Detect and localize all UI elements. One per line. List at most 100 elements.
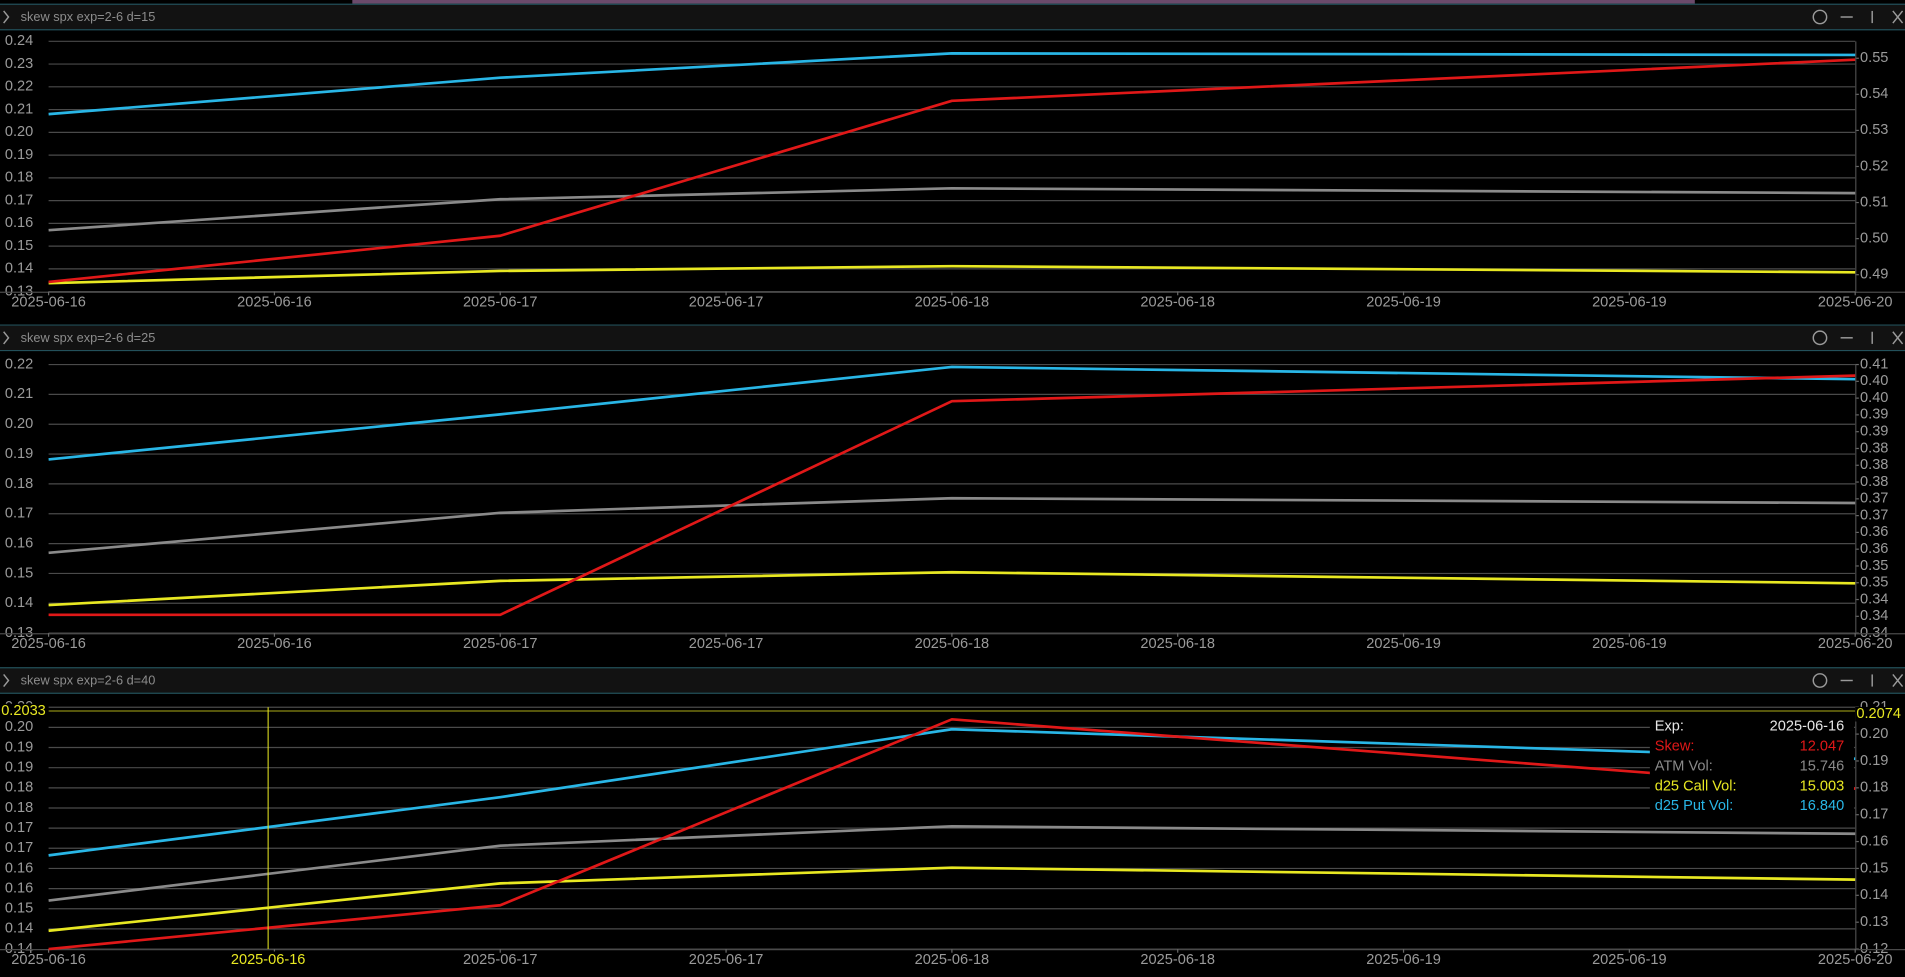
series-line	[48, 264, 1856, 285]
x-tick-label: 2025-06-20	[1818, 636, 1893, 652]
settings-icon[interactable]	[1812, 9, 1828, 25]
y-tick-label: 0.16	[5, 215, 33, 231]
y-tick-label: 0.14	[5, 941, 33, 957]
x-tick-label: 2025-06-18	[915, 636, 990, 652]
panel-header	[0, 4, 1905, 30]
x-tick-label: 2025-06-18	[915, 294, 990, 310]
y2-tick-label: 0.13	[1860, 914, 1888, 930]
series-line	[48, 186, 1856, 232]
series-line	[48, 727, 1856, 857]
y2-tick-label: 0.36	[1860, 524, 1888, 540]
tooltip-label: Skew:	[1655, 738, 1695, 754]
series-line	[48, 52, 1856, 116]
y2-tick-label: 0.38	[1860, 440, 1888, 456]
tooltip-value: 15.746	[1800, 758, 1845, 774]
y2-tick-label: 0.34	[1860, 608, 1888, 624]
y2-tick-label: 0.55	[1860, 50, 1888, 66]
y-tick-label: 0.20	[5, 719, 33, 735]
y2-tick-label: 0.20	[1860, 726, 1888, 742]
y-tick-label: 0.24	[5, 33, 33, 49]
x-tick-label: 2025-06-17	[689, 294, 764, 310]
y2-tick-label: 0.16	[1860, 833, 1888, 849]
y2-tick-label: 0.18	[1860, 780, 1888, 796]
y-tick-label: 0.17	[5, 820, 33, 836]
x-tick-label: 2025-06-16	[237, 636, 312, 652]
y-tick-label: 0.21	[5, 386, 33, 402]
y-tick-label: 0.20	[5, 416, 33, 432]
y2-tick-label: 0.51	[1860, 194, 1888, 210]
series-line	[48, 570, 1856, 607]
crosshair-x-label: 2025-06-16	[231, 952, 306, 968]
y2-tick-label: 0.40	[1860, 390, 1888, 406]
tooltip-label: Exp:	[1655, 719, 1684, 735]
y-tick-label: 0.19	[5, 147, 33, 163]
series-line	[48, 866, 1856, 933]
x-tick-label: 2025-06-17	[689, 636, 764, 652]
y2-tick-label: 0.35	[1860, 575, 1888, 591]
x-tick-label: 2025-06-16	[237, 294, 312, 310]
crosshair-y-box	[0, 703, 49, 719]
settings-icon[interactable]	[1812, 673, 1828, 688]
x-tick-label: 2025-06-19	[1366, 952, 1441, 968]
y-tick-label: 0.19	[5, 739, 33, 755]
y2-tick-label: 0.17	[1860, 807, 1888, 823]
y-tick-label: 0.19	[5, 760, 33, 776]
y-tick-label: 0.16	[5, 880, 33, 896]
y-tick-label: 0.16	[5, 535, 33, 551]
series-line	[48, 824, 1856, 902]
y2-tick-label: 0.54	[1860, 86, 1888, 102]
x-tick-label: 2025-06-17	[689, 952, 764, 968]
series-line	[48, 717, 1856, 951]
panel-title: skew spx exp=2-6 d=40	[21, 672, 156, 687]
tooltip-value: 16.840	[1800, 798, 1845, 814]
tooltip-label: ATM Vol:	[1655, 758, 1713, 774]
y-tick-label: 0.13	[5, 283, 33, 299]
close-icon[interactable]	[1892, 10, 1904, 24]
y-tick-label: 0.23	[5, 56, 33, 72]
x-tick-label: 2025-06-18	[1140, 294, 1215, 310]
y2-tick-label: 0.52	[1860, 158, 1888, 174]
tooltip-label: d25 Call Vol:	[1655, 778, 1737, 794]
y-tick-label: 0.13	[5, 625, 33, 641]
collapse-icon[interactable]	[3, 10, 10, 24]
x-tick-label: 2025-06-19	[1592, 636, 1667, 652]
y-tick-label: 0.19	[5, 446, 33, 462]
settings-icon[interactable]	[1812, 330, 1828, 346]
y2-tick-label: 0.15	[1860, 860, 1888, 876]
tooltip-label: d25 Put Vol:	[1655, 798, 1734, 814]
close-icon[interactable]	[1892, 331, 1904, 345]
y-tick-label: 0.18	[5, 170, 33, 186]
close-icon[interactable]	[1892, 673, 1904, 688]
tooltip-value: 12.047	[1800, 738, 1845, 754]
y-tick-label: 0.18	[5, 780, 33, 796]
x-tick-label: 2025-06-20	[1818, 294, 1893, 310]
y2-tick-label: 0.39	[1860, 407, 1888, 423]
y-tick-label: 0.15	[5, 565, 33, 581]
y-tick-label: 0.20	[5, 124, 33, 140]
y-tick-label: 0.14	[5, 921, 33, 937]
y2-tick-label: 0.39	[1860, 424, 1888, 440]
x-tick-label: 2025-06-16	[11, 636, 86, 652]
y-tick-label: 0.17	[5, 506, 33, 522]
y-tick-label: 0.22	[5, 79, 33, 95]
x-tick-label: 2025-06-19	[1592, 294, 1667, 310]
tooltip-box	[1649, 714, 1854, 820]
y2-tick-label: 0.37	[1860, 507, 1888, 523]
y2-tick-label: 0.34	[1860, 591, 1888, 607]
y2-tick-label: 0.38	[1860, 457, 1888, 473]
y2-tick-label: 0.40	[1860, 373, 1888, 389]
collapse-icon[interactable]	[3, 673, 10, 688]
y2-tick-label: 0.49	[1860, 267, 1888, 283]
collapse-icon[interactable]	[3, 331, 10, 345]
y2-tick-label: 0.53	[1860, 122, 1888, 138]
y-tick-label: 0.14	[5, 261, 33, 277]
y2-tick-label: 0.50	[1860, 230, 1888, 246]
x-tick-label: 2025-06-19	[1366, 636, 1441, 652]
x-tick-label: 2025-06-17	[463, 294, 538, 310]
x-tick-label: 2025-06-17	[463, 636, 538, 652]
x-tick-label: 2025-06-20	[1818, 952, 1893, 968]
y-tick-label: 0.22	[5, 356, 33, 372]
